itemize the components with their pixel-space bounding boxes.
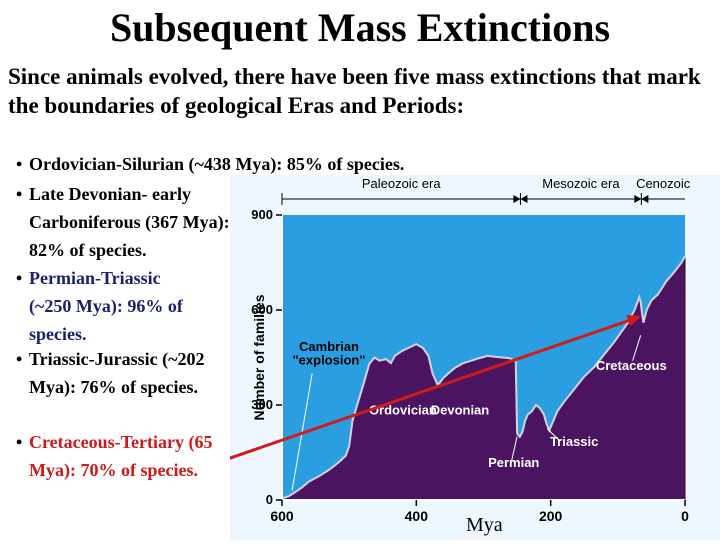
x-tick-label-400: 400 — [405, 508, 429, 524]
bullet-cretaceous-tertiary: • Cretaceous-Tertiary (65 Mya): 70% of s… — [16, 428, 226, 484]
y-axis-label: Number of families — [251, 294, 267, 420]
x-tick-label-200: 200 — [539, 508, 563, 524]
bullet-text: Permian-Triassic (~250 Mya): 96% of spec… — [29, 268, 183, 344]
annotation-5: Triassic — [550, 434, 598, 449]
triassic-pointer — [546, 428, 560, 441]
bullet-text: Cretaceous-Tertiary (65 Mya): 70% of spe… — [29, 432, 213, 480]
annotation-0: Cambrian — [299, 339, 359, 354]
bullet-permian-triassic: • Permian-Triassic (~250 Mya): 96% of sp… — [16, 264, 201, 348]
intro-text: Since animals evolved, there have been f… — [8, 64, 701, 118]
bullet-dot-icon: • — [16, 432, 23, 452]
cretaceous-pointer — [632, 335, 642, 361]
chart-svg: 0 300 600 900 600 400 200 0 Number of families Pa… — [209, 175, 720, 540]
bullet-triassic-jurassic: • Triassic-Jurassic (~202 Mya): 76% of s… — [16, 345, 221, 401]
page-title: Subsequent Mass Extinctions — [109, 5, 611, 50]
extinction-chart: 0 300 600 900 600 400 200 0 Number of families Pa… — [209, 175, 720, 540]
y-tick-label-600: 600 — [251, 302, 273, 317]
era-label-0: Paleozoic era — [362, 176, 442, 191]
bullet-dot-icon: • — [16, 184, 23, 204]
y-tick-label-900: 900 — [251, 207, 273, 222]
extinction-pointer-arrowhead — [626, 314, 642, 327]
y-tick-label-0: 0 — [266, 492, 273, 507]
bullet-ordovician-silurian: • Ordovician-Silurian (~438 Mya): 85% of… — [16, 150, 716, 178]
era-arrow-right-1 — [641, 195, 649, 203]
annotation-3: Devonian — [431, 403, 490, 418]
y-tick-label-300: 300 — [251, 397, 273, 412]
bullet-dot-icon: • — [16, 349, 23, 369]
bullet-text: Ordovician-Silurian (~438 Mya): 85% of s… — [29, 154, 405, 174]
era-arrow-left-0 — [513, 195, 521, 203]
x-tick-label-0: 0 — [681, 508, 689, 524]
bullet-late-devonian: • Late Devonian- early Carboniferous (36… — [16, 180, 240, 264]
bullet-dot-icon: • — [16, 268, 23, 288]
x-tick-label-600: 600 — [270, 508, 294, 524]
era-label-1: Mesozoic era — [542, 176, 620, 191]
bullet-text: Late Devonian- early Carboniferous (367 … — [29, 184, 230, 260]
annotation-6: Cretaceous — [596, 358, 667, 373]
era-arrow-right-0 — [520, 195, 528, 203]
era-label-2: Cenozoic — [636, 176, 691, 191]
annotation-2: Ordovician — [369, 403, 437, 418]
extinction-pointer-arrow — [209, 317, 634, 467]
permian-pointer — [511, 436, 518, 461]
annotation-4: Permian — [488, 455, 539, 470]
bullet-dot-icon: • — [16, 154, 23, 174]
era-arrow-left-1 — [634, 195, 642, 203]
x-axis-caption: Mya — [466, 514, 503, 536]
bullet-text: Triassic-Jurassic (~202 Mya): 76% of spe… — [29, 349, 205, 397]
annotation-1: "explosion" — [293, 352, 366, 367]
